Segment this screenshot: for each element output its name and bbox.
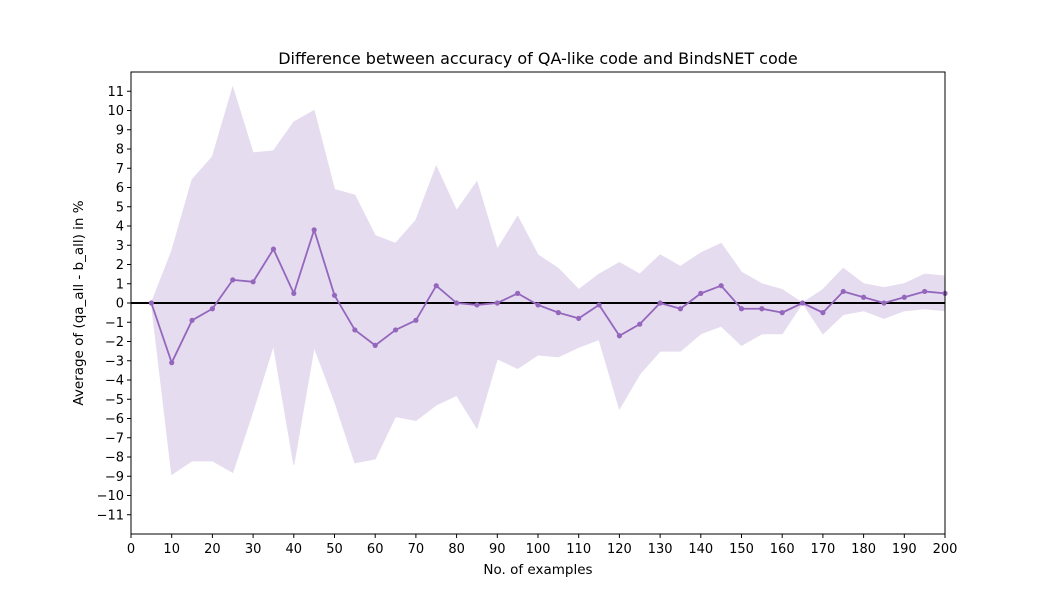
data-point [372,342,378,348]
data-point [311,227,317,233]
data-point [250,279,256,285]
x-tick-label: 40 [286,542,303,557]
data-point [901,294,907,300]
x-tick-label: 0 [127,542,135,557]
y-tick-label: 0 [116,297,124,312]
x-tick-label: 60 [367,542,384,557]
data-point [209,306,215,312]
y-tick-label: 11 [107,85,124,100]
y-tick-label: −1 [105,316,124,331]
y-tick-label: −6 [105,412,124,427]
y-tick-label: 5 [116,200,124,215]
y-tick-label: −5 [105,393,124,408]
y-tick-label: 10 [107,104,124,119]
data-point [494,300,500,306]
data-point [718,283,724,289]
data-point [861,294,867,300]
y-tick-label: −4 [105,374,124,389]
data-point [474,302,480,308]
data-point [596,302,602,308]
data-point [922,288,928,295]
x-tick-label: 120 [607,542,632,557]
x-axis-title: No. of examples [483,562,592,578]
data-point [169,360,175,366]
x-tick-label: 100 [526,542,551,557]
data-point [535,302,541,308]
y-tick-label: −11 [97,508,124,523]
y-tick-label: 2 [116,258,124,273]
data-point [352,327,358,333]
x-tick-label: 130 [648,542,673,557]
data-point [230,277,236,283]
y-tick-label: −10 [97,489,124,504]
chart-title: Difference between accuracy of QA-like c… [278,49,798,68]
y-tick-label: −3 [105,354,124,369]
data-point [392,327,399,333]
confidence-band [150,85,946,476]
y-tick-label: 6 [116,181,124,196]
x-tick-label: 110 [566,542,591,557]
data-point [820,310,826,316]
data-point [270,246,277,252]
x-tick-label: 180 [851,542,876,557]
series-line [150,228,946,364]
y-axis-title: Average of (qa_all - b_all) in % [71,200,87,405]
x-tick-label: 150 [729,542,754,557]
series-point-layer [148,227,948,366]
x-tick-label: 80 [448,542,465,557]
data-point [148,300,154,306]
y-tick-label: −7 [105,431,124,446]
x-tick-label: 70 [408,542,425,557]
x-tick-label: 140 [688,542,713,557]
y-tick-label: 8 [116,143,124,158]
y-tick-label: −2 [105,335,124,350]
data-point [616,333,623,339]
x-tick-label: 50 [326,542,343,557]
y-tick-label: 3 [116,239,124,254]
data-point [515,290,521,296]
x-tick-label: 190 [892,542,917,557]
data-point [779,310,785,316]
x-tick-label: 160 [770,542,795,557]
data-point [331,292,338,298]
confidence-band-layer [150,85,946,476]
x-tick-label: 20 [204,542,221,557]
y-tick-label: 1 [116,277,124,292]
data-point [291,290,297,296]
data-point [576,315,582,321]
data-point [698,290,704,296]
y-tick-label: −8 [105,451,124,466]
x-tick-label: 200 [933,542,958,557]
data-point [677,306,684,312]
data-point [759,306,765,312]
data-point [555,310,561,316]
data-point [799,300,806,306]
data-point [413,317,419,323]
data-point [637,321,643,327]
data-point [454,300,460,306]
y-tick-label: 9 [116,123,124,138]
series-line-layer [150,228,946,364]
data-point [657,300,663,306]
data-point [189,317,195,323]
y-tick-label: 7 [116,162,124,177]
x-tick-label: 30 [245,542,262,557]
x-tick-label: 90 [489,542,506,557]
y-tick-label: −9 [105,470,124,485]
data-point [840,288,846,295]
data-point [738,306,745,312]
data-point [433,283,439,289]
y-tick-label: 4 [116,220,124,235]
x-tick-label: 170 [810,542,835,557]
x-tick-label: 10 [163,542,180,557]
data-point [881,300,887,306]
x-axis-ticks: 0 10 20 30 40 50 60 70 80 90 100 110 120 130 140 150 160… [127,534,958,557]
